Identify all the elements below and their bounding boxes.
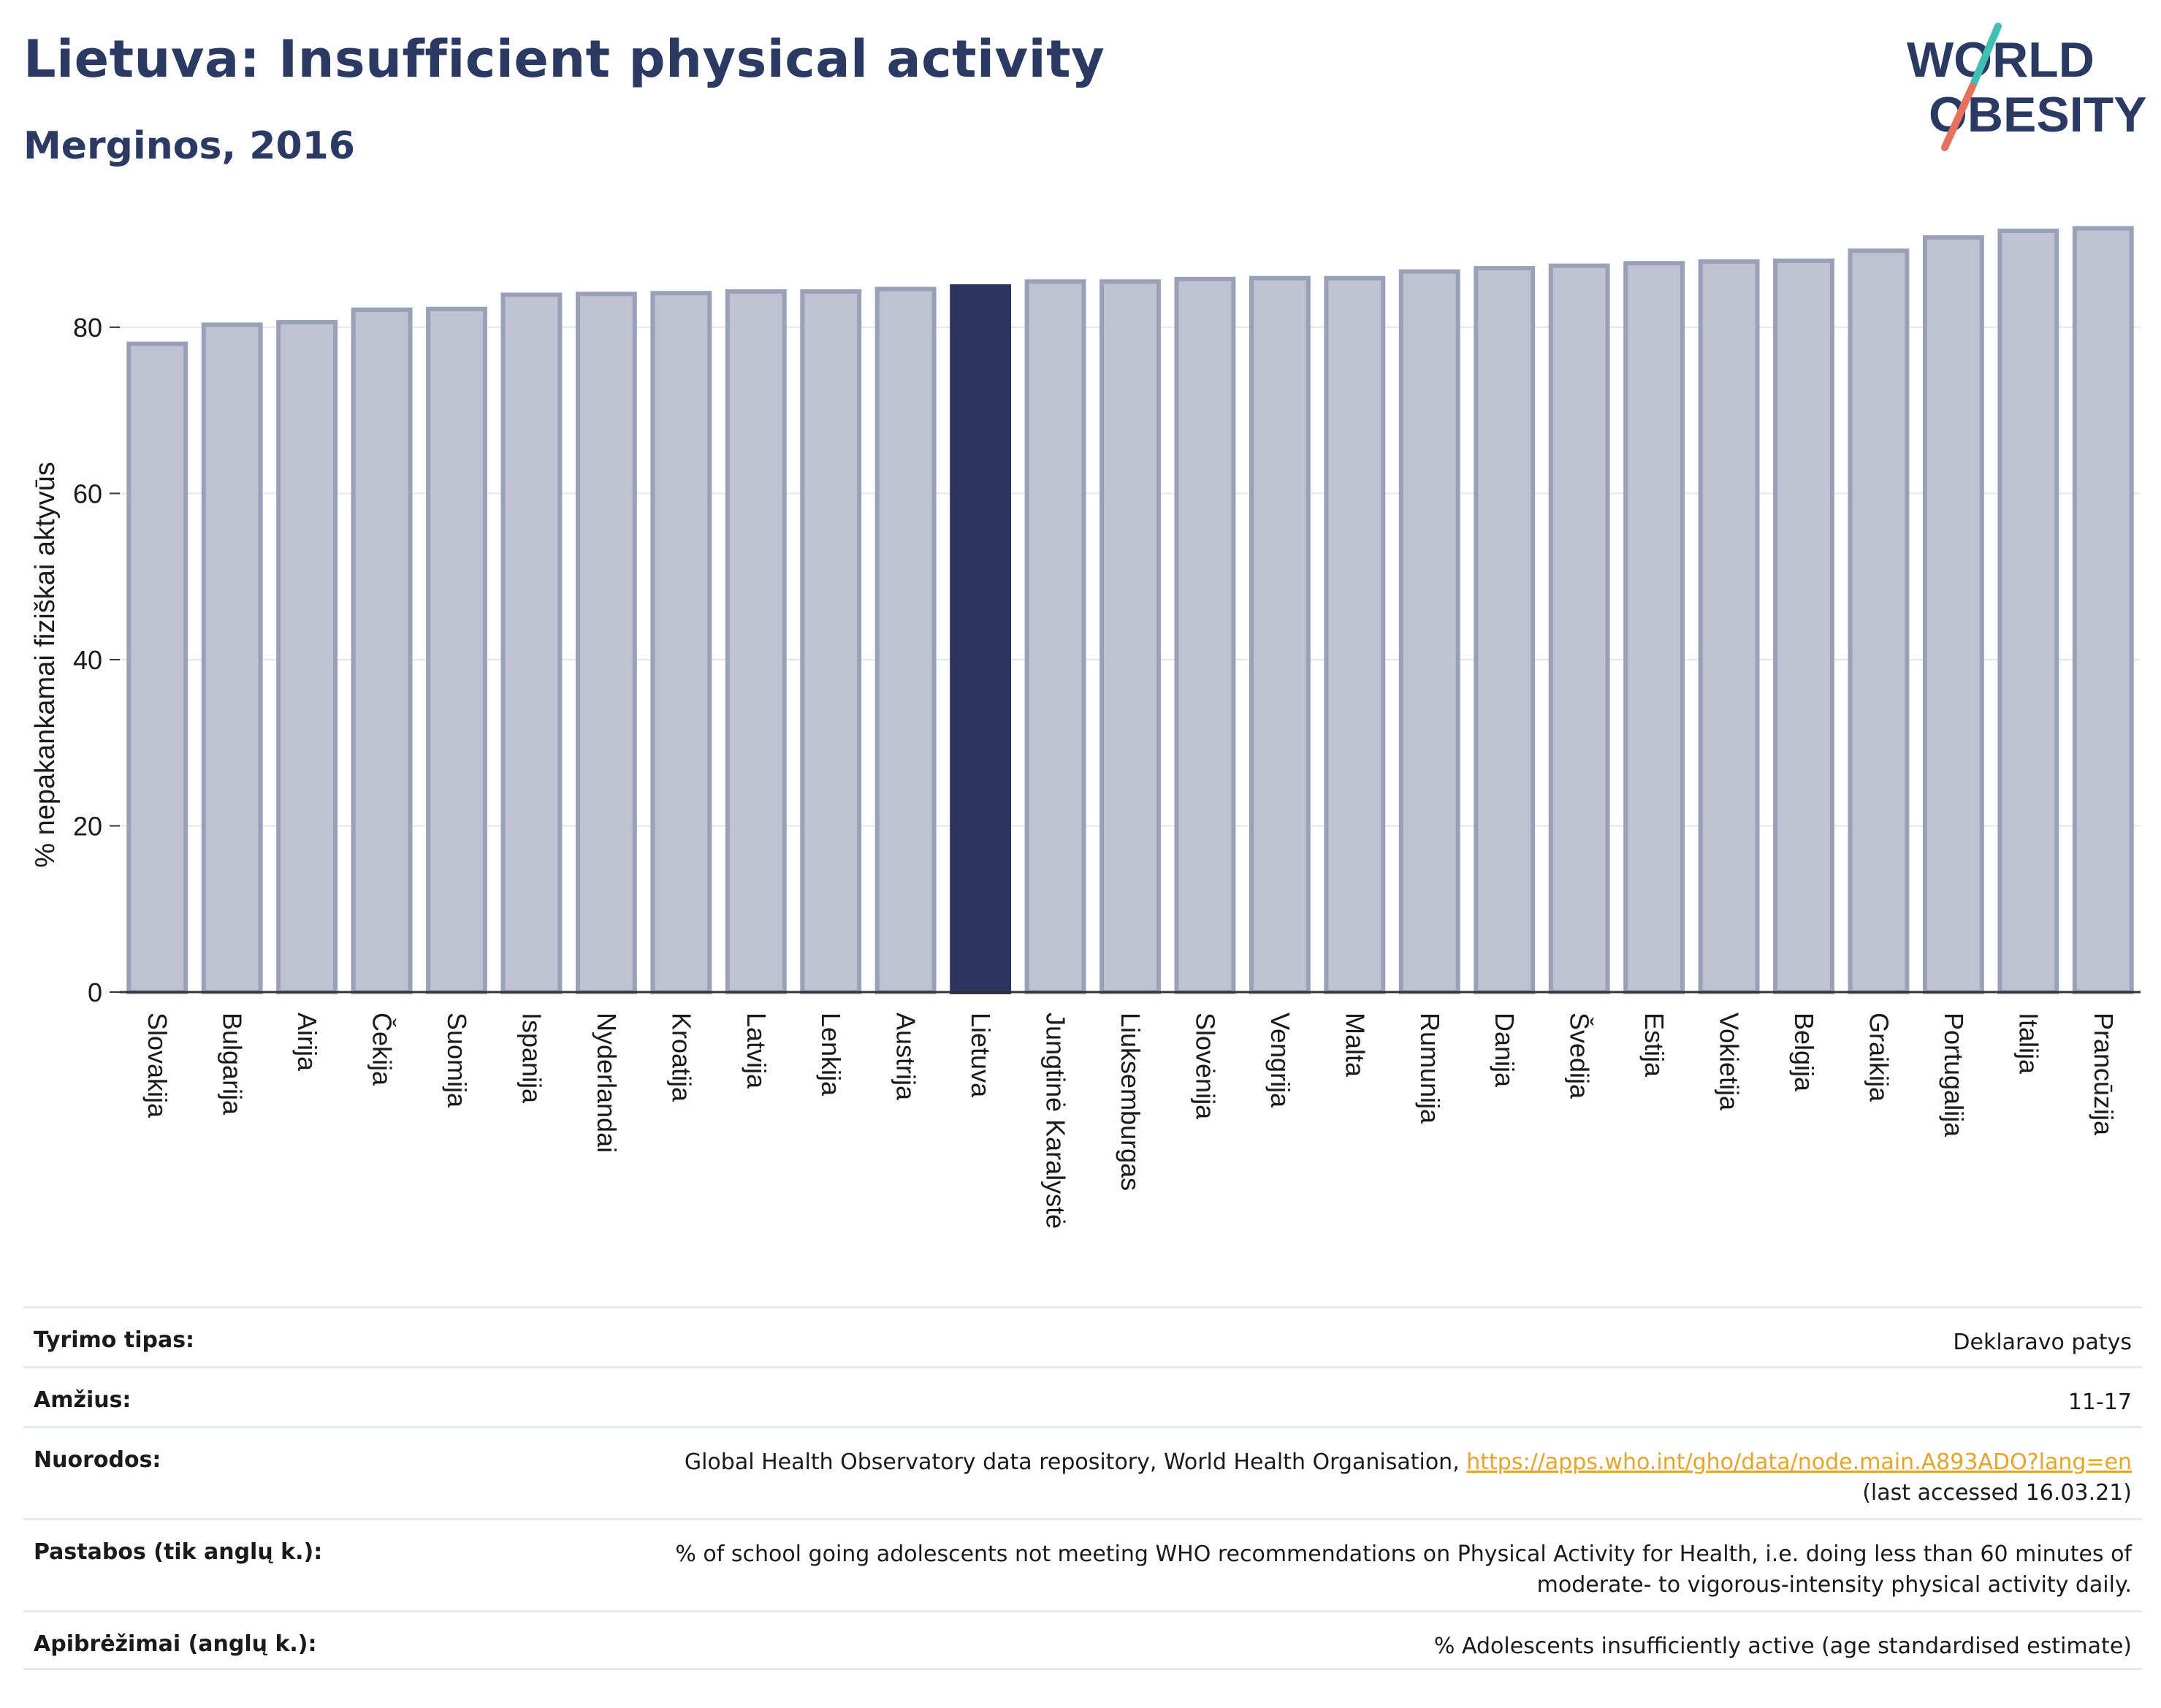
world-obesity-logo: WORLD OBESITY xyxy=(1907,23,2147,151)
x-tick-label: Vokietija xyxy=(1715,1013,1745,1111)
meta-value: % of school going adolescents not meetin… xyxy=(675,1520,2142,1610)
x-tick-label: Graikija xyxy=(1864,1013,1894,1102)
bar-slovėnija xyxy=(1174,276,1236,994)
notes-line2: moderate- to vigorous-intensity physical… xyxy=(1536,1572,2132,1598)
x-tick-label: Rumunija xyxy=(1415,1013,1445,1124)
page-subtitle: Merginos, 2016 xyxy=(23,124,355,168)
bar-ispanija xyxy=(500,292,563,994)
x-tick-label: Nyderlandai xyxy=(592,1013,622,1153)
bar-bulgarija xyxy=(201,322,263,995)
meta-label: Tyrimo tipas: xyxy=(34,1327,195,1353)
meta-row-survey-type: Tyrimo tipas: Deklaravo patys xyxy=(23,1306,2142,1366)
bar-belgija xyxy=(1773,258,1834,994)
x-tick-label: Liuksemburgas xyxy=(1116,1013,1146,1191)
meta-label: Pastabos (tik anglų k.): xyxy=(34,1539,323,1565)
reference-text: Global Health Observatory data repositor… xyxy=(684,1449,1467,1475)
bar-švedija xyxy=(1548,263,1610,994)
y-axis-label: % nepakankamai fiziškai aktyvūs xyxy=(30,462,61,867)
meta-row-age: Amžius: 11-17 xyxy=(23,1366,2142,1426)
x-tick-label: Ispanija xyxy=(517,1013,546,1104)
y-tick-label: 60 xyxy=(73,479,102,508)
bar-italija xyxy=(1997,228,2059,994)
x-tick-label: Kroatija xyxy=(666,1013,696,1102)
x-tick-label: Malta xyxy=(1340,1013,1370,1078)
bar-latvija xyxy=(725,289,787,994)
x-tick-label: Prancūzija xyxy=(2089,1013,2119,1136)
meta-label: Amžius: xyxy=(34,1387,132,1413)
y-tick-label: 0 xyxy=(88,977,102,1007)
axes: 0 20 40 60 80 Slovakija Bulgarija Airija Čekija S… xyxy=(73,313,2141,1229)
meta-value: Deklaravo patys xyxy=(1953,1330,2132,1355)
bar-austrija xyxy=(874,286,937,994)
bar-slovakija xyxy=(126,341,188,995)
x-tick-label: Danija xyxy=(1490,1013,1520,1088)
meta-value: 11-17 xyxy=(2067,1389,2132,1415)
meta-label: Nuorodos: xyxy=(34,1447,161,1473)
metadata-table: Tyrimo tipas: Deklaravo patys Amžius: 11… xyxy=(23,1306,2142,1670)
x-tick-label: Švedija xyxy=(1565,1013,1595,1099)
bar-estija xyxy=(1623,261,1685,994)
meta-row-references: Nuorodos: Global Health Observatory data… xyxy=(23,1426,2142,1518)
logo-slash-bottom xyxy=(1941,83,1976,151)
bar-lenkija xyxy=(800,289,862,994)
bars xyxy=(126,226,2134,995)
x-tick-label: Portugalija xyxy=(1939,1013,1969,1137)
bar-kroatija xyxy=(650,291,712,994)
bar-jungtinė-karalystė xyxy=(1024,279,1086,994)
page-title: Lietuva: Insufficient physical activity xyxy=(23,29,1105,89)
x-tick-label: Suomija xyxy=(442,1013,472,1108)
x-tick-label: Airija xyxy=(292,1013,322,1072)
x-tick-label: Jungtinė Karalystė xyxy=(1041,1013,1071,1229)
meta-label: Apibrėžimai (anglų k.): xyxy=(34,1631,317,1657)
x-tick-label: Italija xyxy=(2013,1013,2043,1075)
meta-value: Global Health Observatory data repositor… xyxy=(685,1428,2142,1518)
bar-malta xyxy=(1324,275,1386,994)
bar-liuksemburgas xyxy=(1099,279,1161,994)
bar-vengrija xyxy=(1249,275,1311,994)
logo-line1: WORLD xyxy=(1907,32,2095,88)
reference-accessed: (last accessed 16.03.21) xyxy=(1862,1480,2132,1506)
bar-chart: 0 20 40 60 80 Slovakija Bulgarija Airija Čekija S… xyxy=(30,226,2141,1229)
x-tick-label: Slovakija xyxy=(142,1013,172,1118)
bar-prancūzija xyxy=(2072,226,2134,994)
bar-nyderlandai xyxy=(575,291,637,994)
y-tick-label: 20 xyxy=(73,811,102,841)
bar-vokietija xyxy=(1698,259,1760,994)
bar-lietuva xyxy=(950,284,1012,994)
meta-value: % Adolescents insufficiently active (age… xyxy=(1433,1633,2132,1659)
logo-slash-top xyxy=(1969,23,2002,90)
x-tick-label: Estija xyxy=(1639,1013,1669,1078)
notes-line1: % of school going adolescents not meetin… xyxy=(675,1541,2132,1567)
x-tick-label: Lenkija xyxy=(816,1013,846,1097)
meta-row-notes: Pastabos (tik anglų k.): % of school goi… xyxy=(23,1518,2142,1610)
y-tick-label: 80 xyxy=(73,313,102,343)
y-tick-label: 40 xyxy=(73,645,102,675)
bar-čekija xyxy=(351,308,413,994)
bar-graikija xyxy=(1848,248,1910,994)
bar-suomija xyxy=(426,306,487,994)
x-tick-label: Bulgarija xyxy=(218,1013,248,1116)
x-tick-label: Slovėnija xyxy=(1190,1013,1220,1120)
x-tick-label: Vengrija xyxy=(1265,1013,1295,1108)
meta-row-definitions: Apibrėžimai (anglų k.): % Adolescents in… xyxy=(23,1610,2142,1670)
x-tick-label: Belgija xyxy=(1789,1013,1819,1092)
bar-airija xyxy=(276,320,338,995)
bar-danija xyxy=(1474,266,1536,994)
x-tick-label: Austrija xyxy=(891,1013,921,1101)
bar-rumunija xyxy=(1398,269,1460,994)
x-tick-label: Lietuva xyxy=(966,1013,996,1098)
reference-link[interactable]: https://apps.who.int/gho/data/node.main.… xyxy=(1466,1449,2132,1475)
bar-portugalija xyxy=(1922,235,1984,994)
x-tick-label: Latvija xyxy=(742,1013,771,1089)
x-tick-label: Čekija xyxy=(367,1013,397,1086)
